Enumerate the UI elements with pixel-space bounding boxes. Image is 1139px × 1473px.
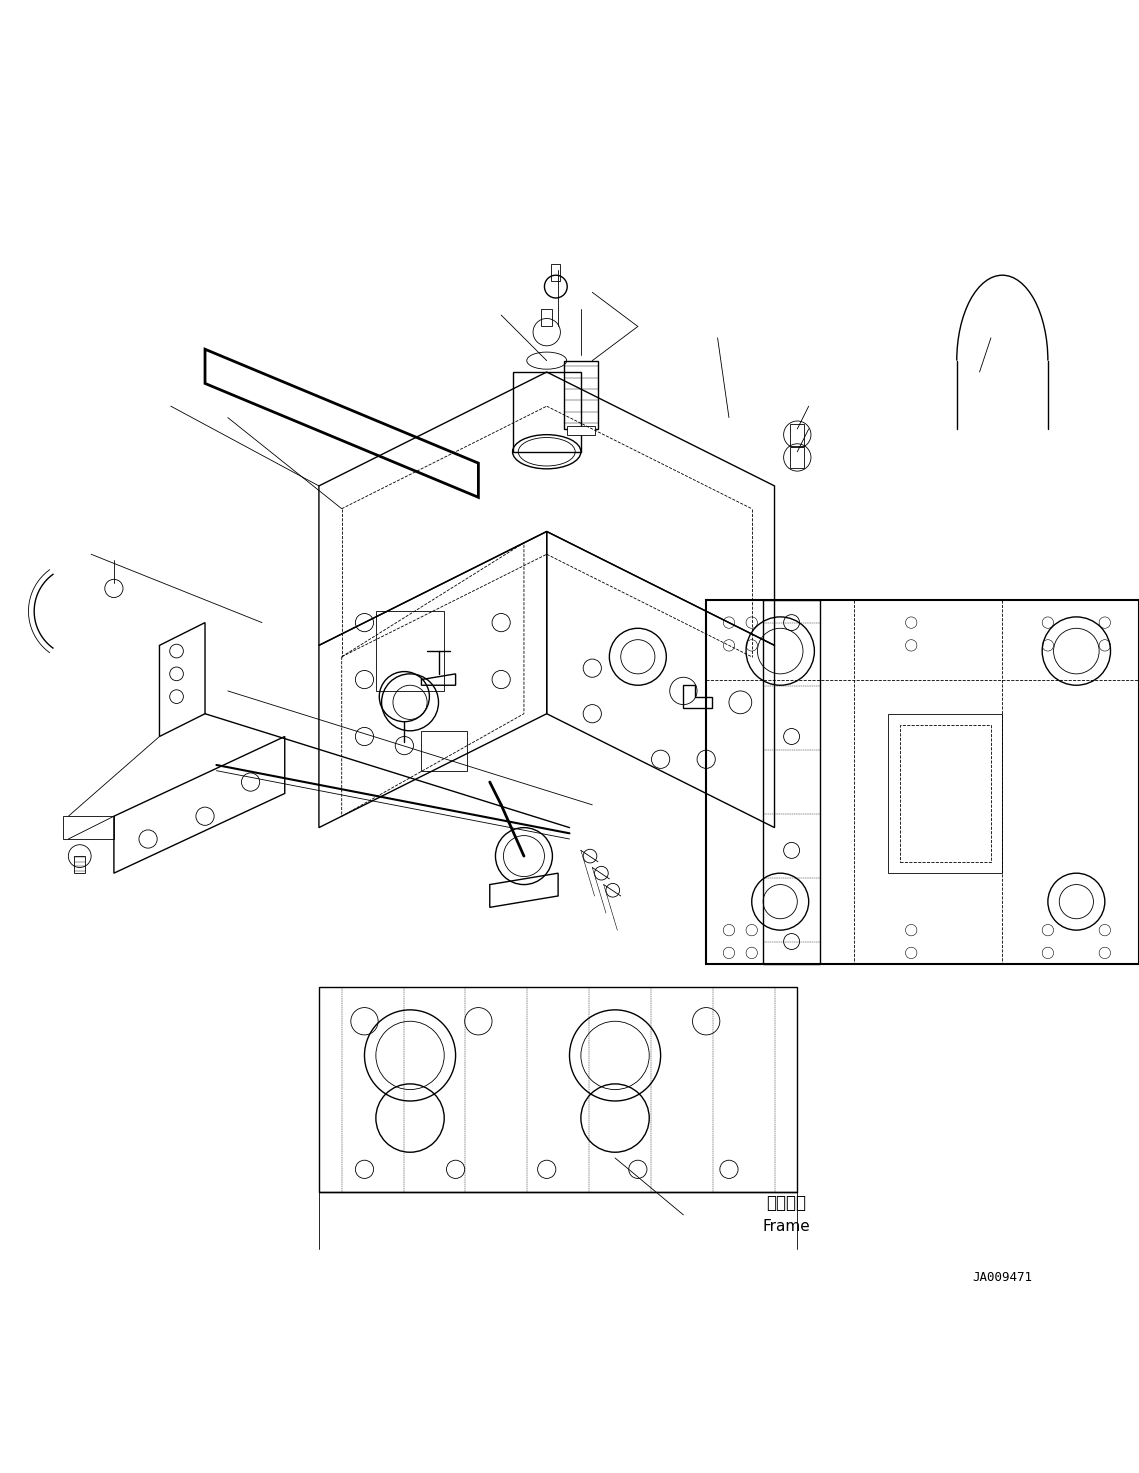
Bar [376, 611, 444, 691]
Bar [790, 446, 804, 468]
Bar [888, 714, 1002, 873]
Text: Frame: Frame [762, 1218, 810, 1234]
Text: JA009471: JA009471 [973, 1271, 1032, 1284]
Bar [74, 856, 85, 873]
Bar [790, 424, 804, 446]
Bar [541, 309, 552, 327]
Bar [421, 731, 467, 770]
Text: フレーム: フレーム [765, 1195, 806, 1212]
Bar [567, 426, 595, 435]
Bar [551, 264, 560, 281]
Bar [900, 725, 991, 862]
